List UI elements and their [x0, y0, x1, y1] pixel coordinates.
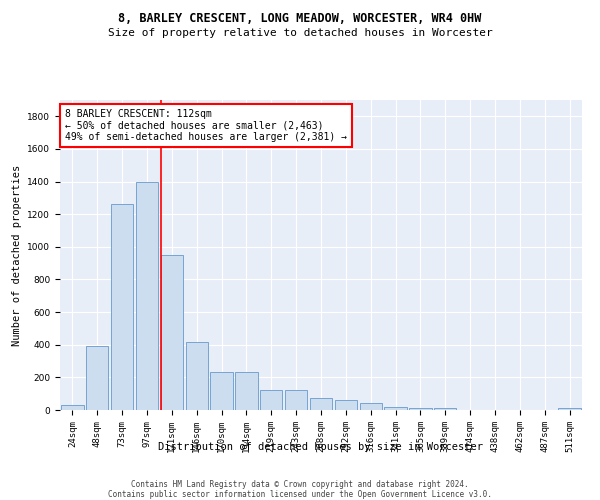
Bar — [359, 402, 382, 410]
Bar — [260, 390, 283, 410]
Text: 8 BARLEY CRESCENT: 112sqm
← 50% of detached houses are smaller (2,463)
49% of se: 8 BARLEY CRESCENT: 112sqm ← 50% of detac… — [65, 110, 347, 142]
Bar — [434, 408, 457, 410]
Text: 8, BARLEY CRESCENT, LONG MEADOW, WORCESTER, WR4 0HW: 8, BARLEY CRESCENT, LONG MEADOW, WORCEST… — [118, 12, 482, 26]
Y-axis label: Number of detached properties: Number of detached properties — [12, 164, 22, 346]
Bar — [235, 372, 257, 410]
Bar — [185, 342, 208, 410]
Bar — [335, 400, 357, 410]
Bar — [61, 405, 83, 410]
Bar — [86, 346, 109, 410]
Bar — [285, 390, 307, 410]
Text: Distribution of detached houses by size in Worcester: Distribution of detached houses by size … — [158, 442, 484, 452]
Bar — [211, 372, 233, 410]
Bar — [559, 408, 581, 410]
Bar — [385, 406, 407, 410]
Text: Contains HM Land Registry data © Crown copyright and database right 2024.
Contai: Contains HM Land Registry data © Crown c… — [108, 480, 492, 500]
Bar — [409, 408, 431, 410]
Text: Size of property relative to detached houses in Worcester: Size of property relative to detached ho… — [107, 28, 493, 38]
Bar — [310, 398, 332, 410]
Bar — [136, 182, 158, 410]
Bar — [161, 255, 183, 410]
Bar — [111, 204, 133, 410]
